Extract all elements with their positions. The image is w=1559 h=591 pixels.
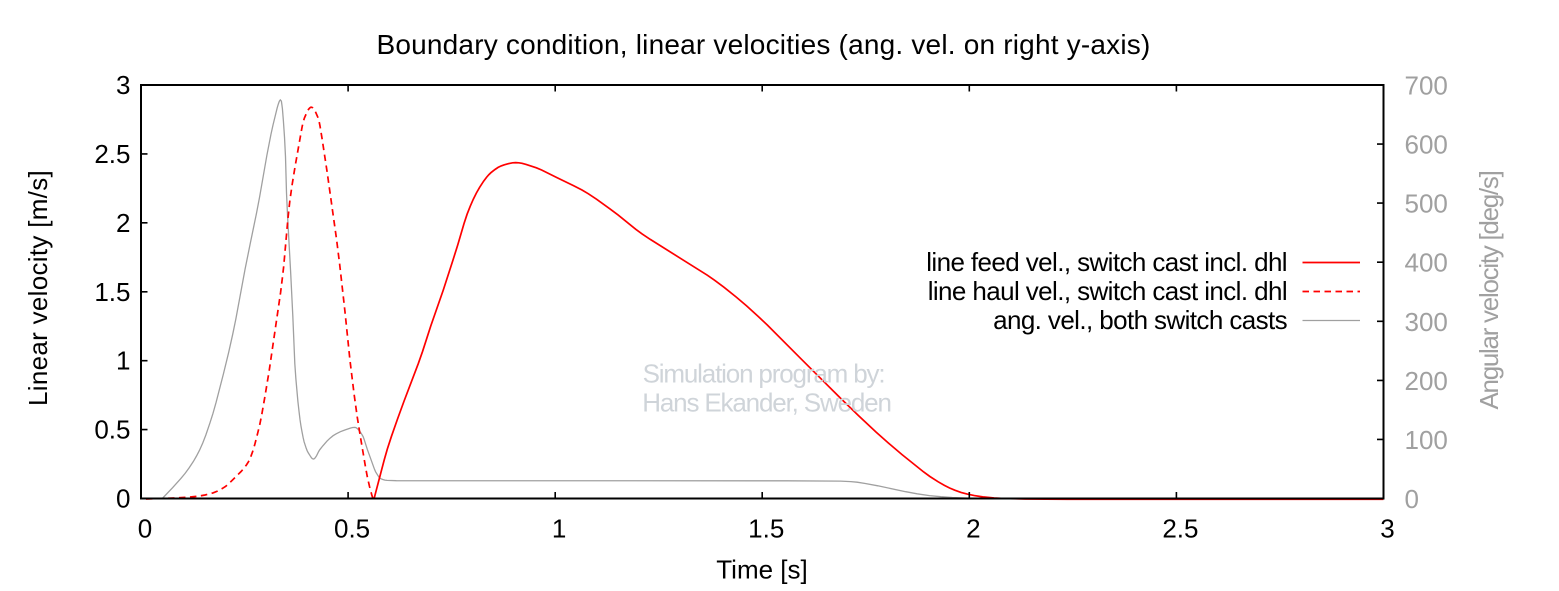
svg-text:2: 2 bbox=[966, 514, 980, 544]
svg-text:Simulation program by:: Simulation program by: bbox=[643, 359, 885, 389]
svg-text:600: 600 bbox=[1405, 130, 1448, 160]
svg-text:Angular velocity [deg/s]: Angular velocity [deg/s] bbox=[1474, 171, 1504, 409]
svg-text:1: 1 bbox=[552, 514, 566, 544]
svg-text:0.5: 0.5 bbox=[94, 415, 130, 445]
svg-text:1.5: 1.5 bbox=[748, 514, 784, 544]
svg-text:1: 1 bbox=[116, 346, 130, 376]
svg-text:3: 3 bbox=[116, 70, 130, 100]
svg-text:Time [s]: Time [s] bbox=[716, 555, 807, 585]
svg-text:100: 100 bbox=[1405, 425, 1448, 455]
svg-text:line haul vel., switch cast in: line haul vel., switch cast incl. dhl bbox=[928, 276, 1287, 306]
svg-text:700: 700 bbox=[1405, 71, 1448, 101]
svg-text:400: 400 bbox=[1405, 248, 1448, 278]
svg-text:0: 0 bbox=[1405, 484, 1419, 514]
svg-text:300: 300 bbox=[1405, 307, 1448, 337]
svg-text:500: 500 bbox=[1405, 189, 1448, 219]
svg-text:ang. vel., both switch casts: ang. vel., both switch casts bbox=[993, 305, 1288, 335]
svg-text:200: 200 bbox=[1405, 366, 1448, 396]
svg-text:2: 2 bbox=[116, 208, 130, 238]
svg-text:1.5: 1.5 bbox=[94, 277, 130, 307]
svg-text:3: 3 bbox=[1380, 514, 1394, 544]
svg-text:0: 0 bbox=[138, 514, 152, 544]
svg-text:2.5: 2.5 bbox=[94, 139, 130, 169]
svg-text:0: 0 bbox=[116, 484, 130, 514]
svg-text:Hans Ekander, Sweden: Hans Ekander, Sweden bbox=[642, 388, 891, 418]
svg-text:Boundary condition, linear vel: Boundary condition, linear velocities (a… bbox=[376, 29, 1150, 60]
svg-text:2.5: 2.5 bbox=[1162, 514, 1198, 544]
svg-text:Linear velocity [m/s]: Linear velocity [m/s] bbox=[23, 170, 53, 406]
svg-text:line feed vel., switch cast in: line feed vel., switch cast incl. dhl bbox=[926, 247, 1287, 277]
svg-text:0.5: 0.5 bbox=[334, 514, 370, 544]
